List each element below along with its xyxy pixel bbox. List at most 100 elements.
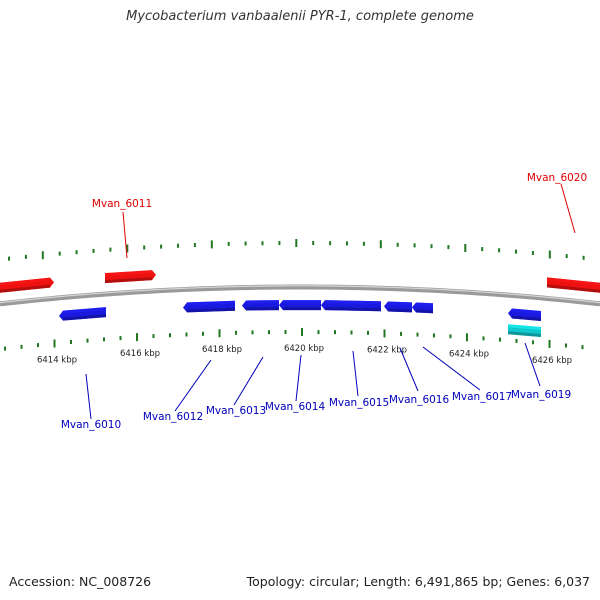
callout-line (422, 346, 481, 391)
label-mvan-6017: Mvan_6017 (452, 391, 512, 403)
scale-label: 6422 kbp (367, 345, 407, 355)
tick-mark (515, 338, 518, 343)
genome-stats-label: Topology: circular; Length: 6,491,865 bp… (246, 574, 590, 589)
tick-mark (582, 255, 585, 260)
callout-line (399, 347, 419, 392)
tick-mark (548, 339, 551, 348)
tick-mark (92, 248, 95, 253)
gene-arrow-mvan-6012 (183, 300, 235, 313)
scale-label: 6426 kbp (532, 356, 572, 366)
tick-mark (312, 241, 315, 245)
tick-mark (119, 336, 122, 341)
callout-line (85, 373, 92, 420)
tick-mark (20, 344, 23, 349)
callout-line (122, 211, 128, 259)
gene-arrow-mvan-6010 (59, 307, 106, 321)
tick-mark (329, 241, 332, 246)
tick-mark (126, 244, 129, 253)
tick-mark (447, 245, 450, 250)
tick-mark (136, 333, 138, 342)
scale-label: 6416 kbp (120, 349, 160, 359)
tick-mark (400, 331, 402, 336)
tick-mark (210, 240, 213, 249)
tick-mark (383, 329, 386, 338)
label-mvan-6012: Mvan_6012 (143, 411, 203, 423)
tick-mark (449, 334, 452, 339)
tick-mark (235, 330, 237, 335)
outer-tick-track (8, 239, 585, 261)
tick-mark (464, 244, 467, 252)
tick-mark (169, 333, 171, 338)
tick-mark (430, 244, 433, 249)
scale-label: 6418 kbp (202, 345, 242, 355)
tick-mark (227, 241, 230, 246)
tick-mark (143, 245, 146, 250)
tick-mark (185, 332, 188, 337)
callout-line (233, 356, 264, 406)
label-mvan-6010: Mvan_6010 (61, 419, 121, 431)
inner-tick-track (4, 328, 584, 351)
tick-mark (109, 247, 112, 252)
tick-mark (416, 332, 419, 337)
callout-line (524, 342, 541, 387)
callout-line (174, 359, 212, 412)
tick-mark (70, 340, 72, 344)
tick-mark (433, 333, 435, 338)
tick-mark (481, 247, 484, 252)
tick-mark (379, 240, 382, 249)
tick-mark (41, 251, 44, 260)
label-mvan-6013: Mvan_6013 (206, 405, 266, 417)
tick-mark (278, 241, 281, 246)
tick-mark (362, 241, 365, 246)
tick-mark (301, 328, 303, 336)
label-mvan-6015: Mvan_6015 (329, 397, 389, 409)
tick-mark (244, 241, 247, 246)
label-mvan-6014: Mvan_6014 (265, 401, 326, 413)
tick-mark (193, 243, 196, 247)
scale-labels: 6414 kbp 6416 kbp 6418 kbp 6420 kbp 6422 kbp… (37, 344, 572, 366)
tick-mark (58, 251, 61, 256)
tick-mark (86, 338, 89, 343)
tick-mark (515, 249, 517, 254)
gene-arrow-mvan-6014 (279, 300, 321, 311)
gene-features (0, 270, 600, 337)
tick-mark (24, 254, 27, 259)
page-title: Mycobacterium vanbaalenii PYR-1, complet… (126, 9, 474, 24)
callout-line (295, 354, 302, 402)
tick-mark (498, 248, 501, 253)
tick-mark (548, 250, 551, 259)
scale-label: 6424 kbp (449, 349, 489, 359)
gene-rna (508, 324, 541, 337)
gene-arrow-mvan-6020 (547, 277, 600, 293)
tick-mark (413, 243, 416, 248)
tick-mark (565, 343, 567, 348)
scale-label: 6420 kbp (284, 344, 324, 354)
genome-backbone (0, 284, 600, 307)
scale-label: 6414 kbp (37, 355, 77, 365)
tick-mark (350, 330, 353, 335)
tick-mark (251, 330, 254, 335)
tick-mark (466, 333, 468, 342)
gene-arrow-mvan-6015 (321, 300, 381, 312)
gene-arrow-mvan-6011 (105, 270, 156, 284)
tick-mark (53, 339, 56, 348)
tick-mark (295, 239, 298, 247)
gene-arrow-mvan-6013 (242, 300, 279, 311)
tick-mark (268, 330, 270, 335)
label-mvan-6011: Mvan_6011 (92, 198, 152, 210)
accession-label: Accession: NC_008726 (9, 574, 152, 589)
tick-mark (261, 241, 264, 246)
tick-mark (565, 254, 568, 259)
tick-mark (367, 330, 369, 335)
tick-mark (396, 242, 399, 247)
tick-mark (160, 244, 163, 249)
tick-mark (202, 331, 204, 336)
tick-mark (8, 256, 10, 261)
label-mvan-6019: Mvan_6019 (511, 389, 571, 401)
tick-mark (177, 243, 179, 248)
tick-mark (284, 330, 287, 334)
callout-line (560, 183, 576, 234)
tick-mark (317, 330, 320, 335)
